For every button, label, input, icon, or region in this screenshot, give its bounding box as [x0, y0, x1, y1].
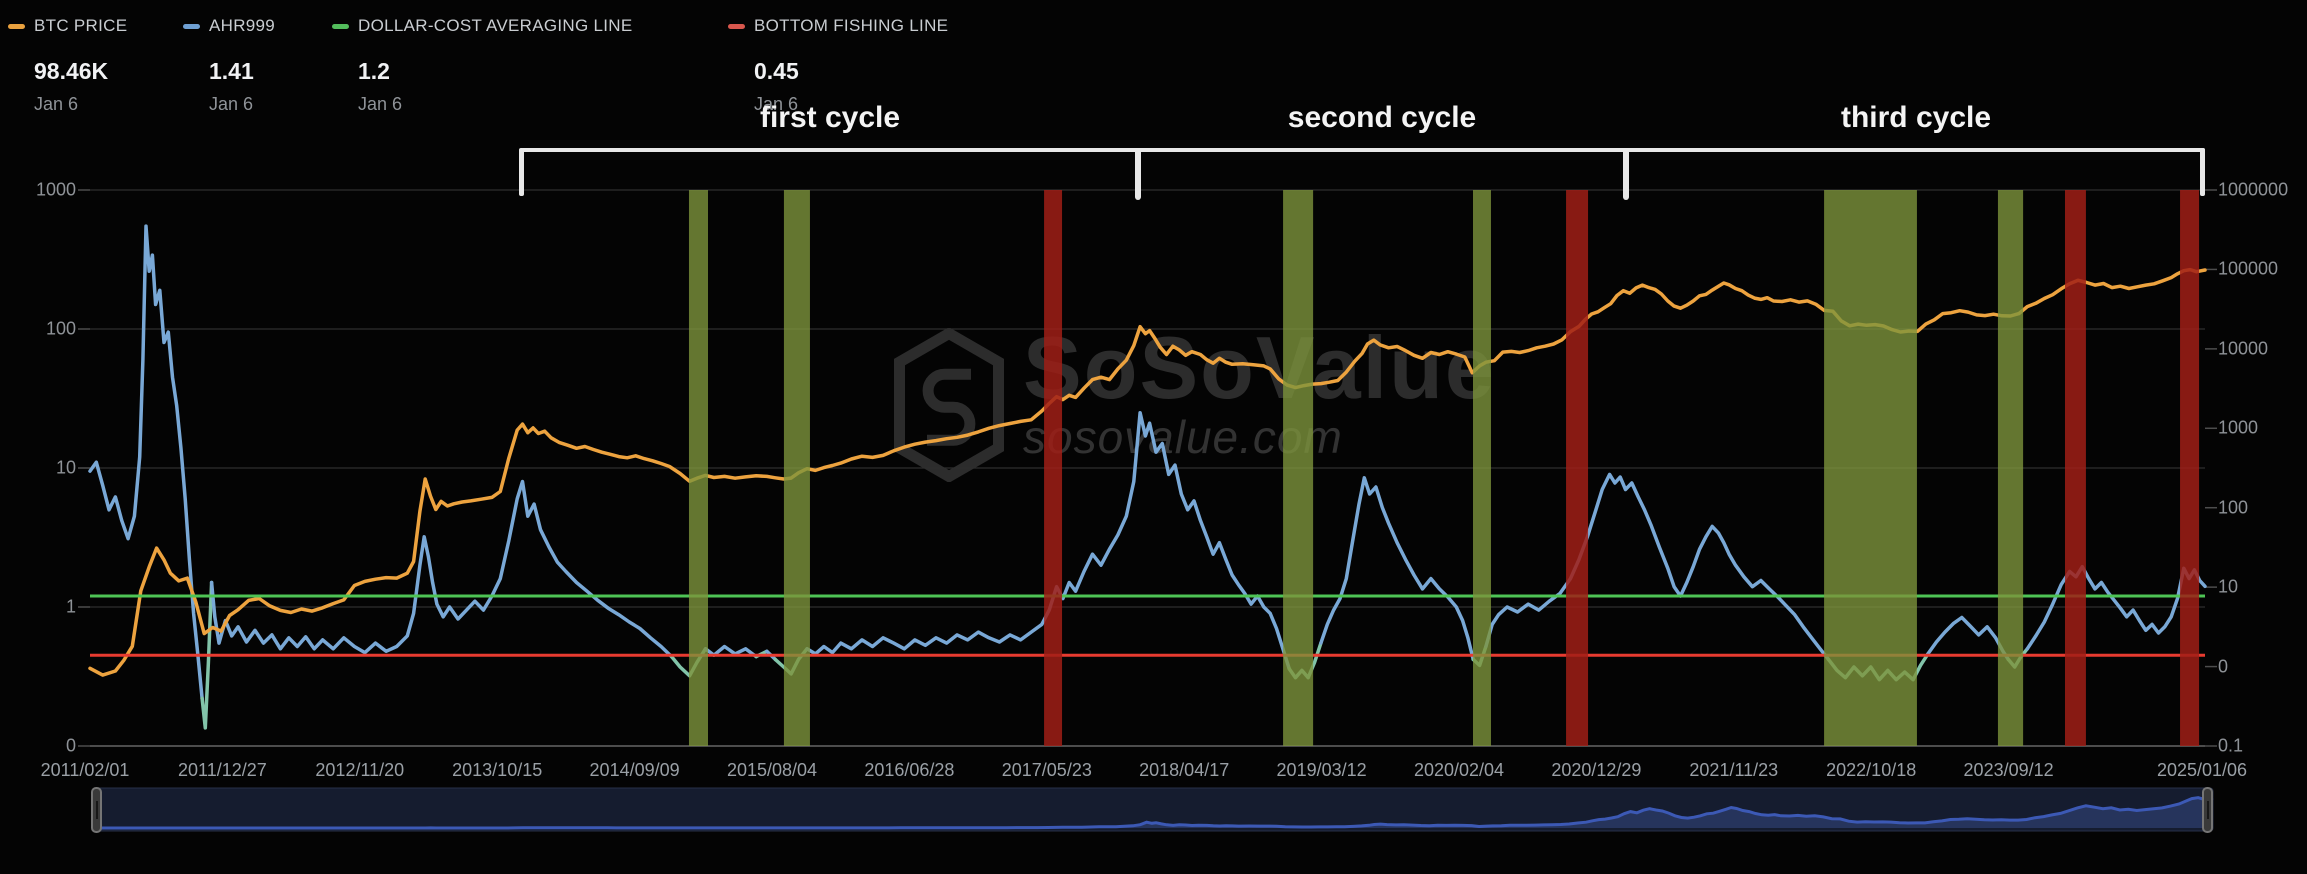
watermark-title: SoSoValue [1023, 318, 1496, 417]
cycle-label-first: first cycle [759, 101, 901, 134]
y-axis-label-right: 10000 [2218, 338, 2269, 359]
handle-grip-icon [95, 801, 98, 819]
x-axis-label: 2017/05/23 [1001, 760, 1092, 780]
cycle-bracket-right-end [2200, 148, 2205, 196]
x-axis-label: 2012/11/20 [315, 760, 405, 780]
navigator-right-handle[interactable] [2202, 787, 2213, 833]
y-axis-label-left: 10 [55, 457, 76, 478]
y-axis-label-left: 1000 [35, 179, 76, 200]
x-axis-label: 2015/08/04 [726, 760, 818, 780]
handle-grip-icon [2206, 801, 2209, 819]
y-axis-label-right: 10 [2218, 576, 2239, 597]
x-axis-label: 2019/03/12 [1276, 760, 1367, 780]
y-axis-label-right: 0 [2218, 656, 2229, 677]
x-axis-label: 2021/11/23 [1689, 760, 1779, 780]
cycle-bracket-left-end [519, 148, 524, 196]
legend-date: Jan 6 [209, 94, 254, 114]
x-axis-label: 2011/02/01 [40, 760, 130, 780]
legend-label: DOLLAR-COST AVERAGING LINE [358, 16, 633, 35]
y-axis-label-right: 0.1 [2218, 735, 2244, 756]
legend-value: 1.41 [209, 58, 254, 84]
legend-label: AHR999 [209, 16, 276, 35]
y-axis-label-left: 0 [65, 735, 76, 756]
bottom-fishing-line-chip-icon [728, 23, 745, 29]
x-axis-label: 2013/10/15 [452, 760, 543, 780]
y-axis-label-right: 100 [2218, 497, 2249, 518]
watermark: SoSoValue sosovalue.com [893, 318, 1496, 482]
legend-date: Jan 6 [358, 94, 403, 114]
dca-line-chip-icon [332, 23, 349, 29]
ahr999-series-chip-icon [183, 23, 200, 29]
y-axis-label-right: 100000 [2218, 258, 2279, 279]
legend-item-dca-line[interactable]: DOLLAR-COST AVERAGING LINE 1.2 Jan 6 [332, 15, 633, 115]
btc-price-series-chip-icon [8, 23, 25, 29]
cycle-label-second: second cycle [1287, 101, 1477, 134]
cycle-label-third: third cycle [1840, 101, 1992, 134]
x-axis-label: 2022/10/18 [1826, 760, 1917, 780]
y-axis-label-left: 1 [65, 596, 76, 617]
x-axis-label: 2020/12/29 [1551, 760, 1642, 780]
cycle-bracket-divider-1 [1135, 148, 1141, 200]
legend-item-btc-price[interactable]: BTC PRICE 98.46K Jan 6 [8, 15, 127, 115]
cycle-bracket-bar [521, 148, 2205, 152]
navigator-left-handle[interactable] [91, 787, 102, 833]
y-axis-label-right: 1000 [2218, 417, 2259, 438]
legend-label: BOTTOM FISHING LINE [754, 16, 949, 35]
legend-value: 1.2 [358, 58, 390, 84]
x-axis-label: 2018/04/17 [1139, 760, 1230, 780]
x-axis-label: 2023/09/12 [1963, 760, 2054, 780]
cycle-bracket-divider-2 [1623, 148, 1629, 200]
legend-item-ahr999[interactable]: AHR999 1.41 Jan 6 [183, 15, 275, 115]
legend-label: BTC PRICE [34, 16, 128, 35]
y-axis-label-left: 100 [45, 318, 76, 339]
x-axis-label: 2020/02/04 [1413, 760, 1505, 780]
legend-value: 98.46K [34, 58, 109, 84]
legend-item-bottom-fishing-line[interactable]: BOTTOM FISHING LINE 0.45 Jan 6 [728, 15, 948, 115]
legend-value: 0.45 [754, 58, 799, 84]
y-axis-label-right: 1000000 [2218, 179, 2289, 200]
legend-date: Jan 6 [754, 94, 799, 114]
x-axis-label: 2011/12/27 [178, 760, 267, 780]
x-axis-label: 2014/09/09 [589, 760, 680, 780]
legend-date: Jan 6 [34, 94, 79, 114]
x-axis-label: 2016/06/28 [864, 760, 955, 780]
x-axis-label: 2025/01/06 [2156, 760, 2248, 780]
